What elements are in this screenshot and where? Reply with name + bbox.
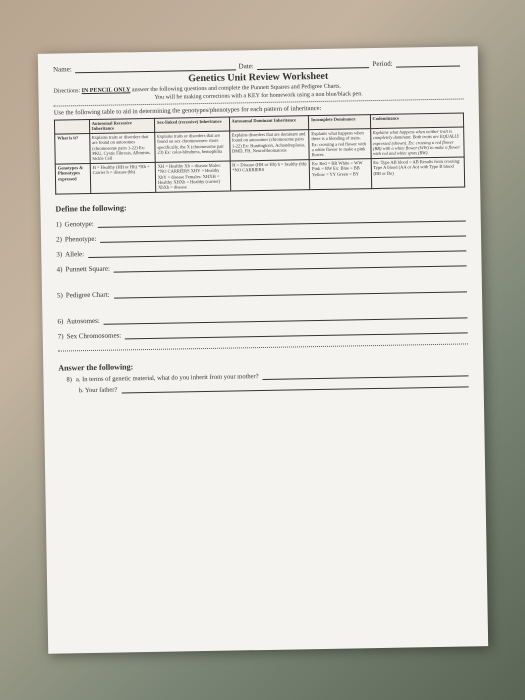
- item-label: Punnett Square:: [65, 264, 110, 273]
- answer-line[interactable]: [97, 213, 465, 227]
- item-label: Pedigree Chart:: [65, 290, 109, 299]
- item-label: Sex Chromosomes:: [66, 331, 121, 340]
- define-item: 2)Phenotype:: [55, 228, 465, 243]
- define-item: 1)Genotype:: [55, 213, 465, 228]
- cell: XH = Healthy Xh = disease Males: *NO CAR…: [155, 161, 230, 192]
- date-label: Date:: [238, 62, 253, 70]
- period-blank[interactable]: [395, 59, 459, 68]
- answer-line[interactable]: [113, 258, 466, 272]
- cell: Explains disorders that are dominant and…: [229, 129, 309, 160]
- th-sex-linked: Sex-linked (recessive) Inheritance: [154, 117, 229, 132]
- name-label: Name:: [53, 65, 72, 73]
- answer-line[interactable]: [262, 369, 468, 380]
- cell: Explains what happens when neither trait…: [370, 127, 464, 159]
- cell: Explains traits or disorders that are fo…: [154, 131, 229, 162]
- define-item: 7)Sex Chromosomes:: [57, 325, 467, 340]
- reference-table: Autosomal Recessive Inheritance Sex-link…: [53, 112, 464, 194]
- q-text: b. Your father?: [78, 386, 117, 394]
- th-incomplete: Incomplete Dominance: [308, 115, 370, 130]
- item-num: 3): [56, 250, 62, 258]
- define-section: Define the following: 1)Genotype: 2)Phen…: [55, 197, 467, 340]
- table-row: Genotypes & Phenotypes expressed H = Hea…: [55, 157, 464, 194]
- answer-line[interactable]: [100, 228, 466, 242]
- name-blank[interactable]: [74, 62, 235, 73]
- answer-line[interactable]: [121, 380, 468, 393]
- item-label: Genotype:: [64, 220, 93, 229]
- cell: Ex: Red = RR White = WW Pink = RW Ex: Bl…: [309, 158, 371, 189]
- define-item: 6)Autosomes:: [57, 310, 467, 325]
- define-item: 3)Allele:: [56, 243, 466, 258]
- directions-label: Directions:: [53, 88, 80, 94]
- row-label: What is it?: [54, 133, 89, 164]
- directions-emphasis: IN PENCIL ONLY: [81, 87, 130, 94]
- item-num: 6): [57, 317, 63, 325]
- answer-line[interactable]: [88, 243, 466, 258]
- answer-line[interactable]: [125, 325, 468, 339]
- cell: Ex: Type AB blood = AB Results from cros…: [370, 157, 464, 189]
- answer-section: Answer the following: 8) a. In terms of …: [58, 356, 468, 394]
- q-num: 8): [66, 376, 72, 383]
- item-label: Allele:: [65, 250, 84, 258]
- answer-item-8b: b. Your father?: [78, 380, 468, 394]
- separator-2: [57, 343, 467, 351]
- q-text: a. In terms of genetic material, what do…: [75, 373, 258, 383]
- item-label: Autosomes:: [66, 317, 100, 326]
- item-num: 1): [55, 220, 61, 228]
- item-num: 7): [57, 332, 63, 340]
- date-blank[interactable]: [256, 60, 369, 70]
- th-autosomal-dominant: Autosomal Dominant Inheritance: [228, 116, 308, 131]
- item-num: 4): [56, 265, 62, 273]
- answer-line[interactable]: [113, 284, 466, 298]
- period-label: Period:: [372, 60, 392, 68]
- th-blank: [54, 119, 89, 133]
- cell: Explains traits or disorders that are fo…: [89, 132, 155, 163]
- define-item: 4)Punnett Square:: [56, 258, 466, 273]
- row-label: Genotypes & Phenotypes expressed: [55, 163, 90, 194]
- cell: Explains what happens when there is a bl…: [308, 128, 370, 159]
- item-label: Phenotype:: [64, 235, 96, 244]
- item-num: 5): [56, 291, 62, 299]
- th-autosomal-recessive: Autosomal Recessive Inheritance: [89, 118, 154, 133]
- define-item: 5)Pedigree Chart:: [56, 284, 466, 299]
- cell: H = Healthy (HH or Hh) *Hh = Carrier h =…: [89, 162, 155, 193]
- worksheet-paper: Name: Date: Period: Genetics Unit Review…: [37, 46, 487, 654]
- define-title: Define the following:: [55, 197, 465, 213]
- answer-line[interactable]: [103, 310, 467, 324]
- item-num: 2): [55, 235, 61, 243]
- cell: H = Disease (HH or Hh) h = healthy (hh) …: [229, 159, 309, 190]
